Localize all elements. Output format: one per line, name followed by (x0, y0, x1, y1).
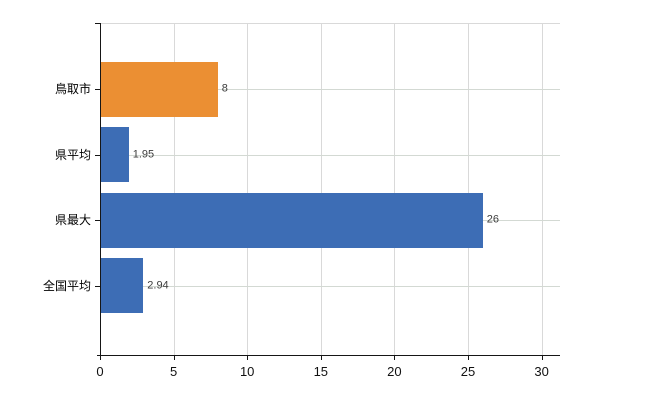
bar-全国平均 (100, 258, 144, 314)
x-axis-line (97, 355, 560, 356)
value-label: 26 (486, 213, 499, 226)
value-label: 2.94 (147, 279, 169, 292)
horizontal-gridline (100, 285, 560, 287)
plot-area: 8 1.95 26 2.94 (100, 23, 560, 355)
x-axis-tick-15 (320, 355, 322, 360)
y-axis-tick (95, 220, 100, 222)
x-tick-label-20: 20 (387, 364, 402, 379)
x-axis-tick-25 (468, 355, 469, 360)
x-tick-label-15: 15 (313, 364, 329, 379)
vertical-gridline-30 (541, 23, 543, 355)
x-tick-label-5: 5 (169, 364, 178, 379)
x-axis-tick-10 (247, 355, 249, 360)
x-tick-label-0: 0 (96, 364, 104, 379)
y-axis-tick (95, 89, 100, 90)
vertical-gridline-5 (173, 23, 175, 355)
x-axis-tick-0 (100, 355, 101, 360)
x-axis-tick-5 (173, 355, 175, 360)
bar-県最大 (100, 192, 483, 248)
y-axis-tick (95, 154, 100, 156)
x-tick-label-30: 30 (534, 364, 549, 379)
vertical-gridline-25 (468, 23, 469, 355)
vertical-gridline-20 (394, 23, 396, 355)
x-tick-label-25: 25 (460, 364, 476, 379)
value-label: 1.95 (132, 148, 155, 161)
horizontal-gridline (100, 89, 560, 90)
category-label-県最大: 県最大 (54, 213, 91, 228)
bar-県平均 (100, 127, 129, 183)
y-axis-tick (95, 285, 100, 287)
category-label-鳥取市: 鳥取市 (54, 82, 91, 96)
x-axis-tick-30 (541, 355, 543, 360)
value-label: 8 (221, 82, 228, 95)
y-axis-top-tick (95, 23, 100, 24)
bar-鳥取市 (100, 61, 218, 117)
y-axis-line (100, 23, 101, 355)
category-label-全国平均: 全国平均 (42, 278, 91, 293)
horizontal-gridline (100, 154, 560, 156)
category-label-県平均: 県平均 (54, 147, 91, 162)
x-axis-tick-20 (394, 355, 396, 360)
vertical-gridline-15 (320, 23, 322, 355)
x-tick-label-10: 10 (239, 364, 255, 379)
plot-top-gridline (100, 23, 560, 24)
vertical-gridline-10 (247, 23, 249, 355)
